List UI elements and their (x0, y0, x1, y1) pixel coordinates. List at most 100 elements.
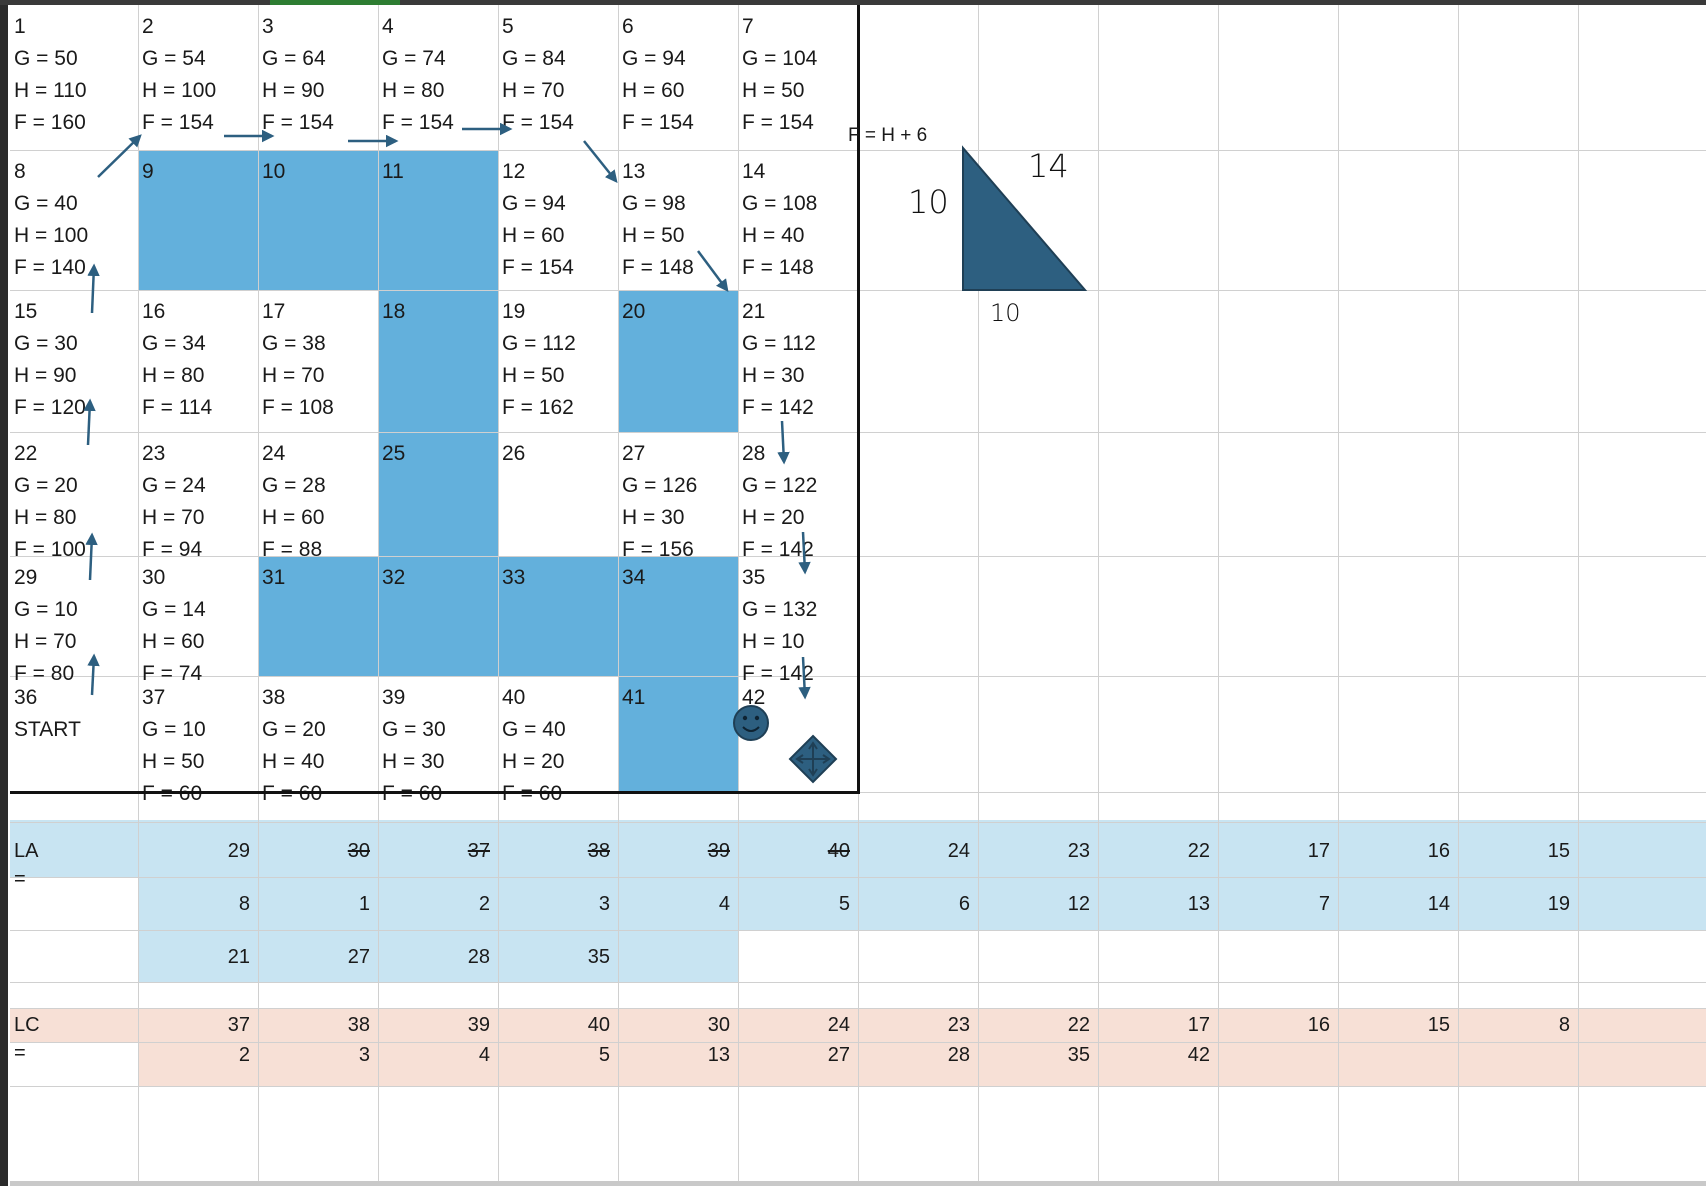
gridline (10, 1086, 1706, 1087)
maze-cell[interactable]: 12 G = 94 H = 60 F = 154 (498, 150, 618, 290)
open-list-entry: 40 (827, 840, 850, 862)
maze-cell[interactable]: 17 G = 38 H = 70 F = 108 (258, 290, 378, 432)
cell-number: 30 (142, 566, 166, 589)
open-list-entry: 24 (947, 840, 970, 862)
cell-number: 5 (502, 15, 514, 38)
maze-cell[interactable]: 8 G = 40 H = 100 F = 140 (10, 150, 138, 290)
cell-number: 36 (14, 686, 38, 709)
maze-cell[interactable]: 32 (378, 556, 498, 676)
maze-cell[interactable]: 14 G = 108 H = 40 F = 148 (738, 150, 858, 290)
maze-cell[interactable]: 37 G = 10 H = 50 F = 60 (138, 676, 258, 805)
wall-cell (378, 290, 498, 432)
cell-value: H = 10 (742, 630, 805, 653)
maze-cell[interactable]: 5 G = 84 H = 70 F = 154 (498, 5, 618, 150)
maze-cell[interactable]: 16 G = 34 H = 80 F = 114 (138, 290, 258, 432)
maze-cell[interactable]: 23 G = 24 H = 70 F = 94 (138, 432, 258, 561)
open-list-band (138, 877, 1706, 930)
maze-cell[interactable]: 10 (258, 150, 378, 290)
cell-number: 23 (142, 442, 166, 465)
cell-value: H = 60 (262, 506, 325, 529)
cell-number: 21 (742, 300, 766, 323)
maze-cell[interactable]: 11 (378, 150, 498, 290)
maze-cell[interactable]: 39 G = 30 H = 30 F = 60 (378, 676, 498, 805)
maze-cell[interactable]: 2 G = 54 H = 100 F = 154 (138, 5, 258, 150)
maze-cell[interactable]: 18 (378, 290, 498, 432)
open-list-entry: 39 (707, 840, 730, 862)
cell-value: G = 24 (142, 474, 206, 497)
cell-value: F = 100 (14, 538, 86, 561)
cell-value: H = 50 (502, 364, 565, 387)
maze-cell[interactable]: 22 G = 20 H = 80 F = 100 (10, 432, 138, 561)
cell-number: 2 (142, 15, 154, 38)
closed-list-entry: 23 (947, 1014, 970, 1036)
cell-value: G = 30 (14, 332, 78, 355)
cell-value: H = 40 (742, 224, 805, 247)
maze-cell[interactable]: 31 (258, 556, 378, 676)
cell-number: 33 (502, 566, 526, 589)
gridline (10, 822, 1706, 823)
maze-cell[interactable]: 34 (618, 556, 738, 676)
cell-value: G = 112 (502, 332, 576, 355)
gridline (10, 1008, 1706, 1009)
wall-cell (378, 556, 498, 676)
cell-value: H = 80 (142, 364, 205, 387)
maze-cell[interactable]: 1 G = 50 H = 110 F = 160 (10, 5, 138, 150)
cell-value: G = 64 (262, 47, 326, 70)
maze-cell[interactable]: 25 (378, 432, 498, 556)
maze-cell[interactable]: 15 G = 30 H = 90 F = 120 (10, 290, 138, 432)
path-arrow (85, 532, 98, 581)
spreadsheet-grid[interactable]: 1 G = 50 H = 110 F = 160 2 G = 54 H = 100 F = 1… (10, 5, 1706, 1181)
maze-cell[interactable]: 29 G = 10 H = 70 F = 80 (10, 556, 138, 685)
maze-cell[interactable]: 7 G = 104 H = 50 F = 154 (738, 5, 858, 150)
maze-cell[interactable]: 4 G = 74 H = 80 F = 154 (378, 5, 498, 150)
cell-number: 20 (622, 300, 646, 323)
maze-cell[interactable]: 38 G = 20 H = 40 F = 60 (258, 676, 378, 805)
maze-cell[interactable]: 30 G = 14 H = 60 F = 74 (138, 556, 258, 685)
cell-value: G = 10 (142, 718, 206, 741)
maze-cell[interactable]: 28 G = 122 H = 20 F = 142 (738, 432, 858, 561)
cell-value: F = 148 (622, 256, 694, 279)
cell-value: F = 154 (502, 111, 574, 134)
cell-value: F = 74 (142, 662, 203, 685)
maze-cell[interactable]: 36 START (10, 676, 138, 792)
cell-value: H = 110 (14, 79, 87, 102)
maze-cell[interactable]: 33 (498, 556, 618, 676)
closed-list-entry: 28 (947, 1044, 970, 1066)
cell-value: F = 154 (142, 111, 214, 134)
open-list-entry: 12 (1067, 893, 1090, 915)
closed-list-label: LC = (14, 1014, 40, 1064)
cell-value: F = 154 (382, 111, 454, 134)
cell-number: 12 (502, 160, 526, 183)
open-list-entry: 38 (587, 840, 610, 862)
maze-cell[interactable]: 26 (498, 432, 618, 556)
cell-number: 40 (502, 686, 526, 709)
cell-value: H = 30 (382, 750, 445, 773)
cell-value: G = 132 (742, 598, 818, 621)
gridline (10, 982, 1706, 983)
maze-cell[interactable]: 42 (738, 676, 858, 792)
maze-cell[interactable]: 41 (618, 676, 738, 792)
open-list-entry: 30 (347, 840, 370, 862)
cell-value: G = 126 (622, 474, 698, 497)
maze-cell[interactable]: 24 G = 28 H = 60 F = 88 (258, 432, 378, 561)
maze-cell[interactable]: 27 G = 126 H = 30 F = 156 (618, 432, 738, 561)
maze-cell[interactable]: 3 G = 64 H = 90 F = 154 (258, 5, 378, 150)
closed-list-entry: 37 (227, 1014, 250, 1036)
horizontal-scrollbar[interactable] (10, 1181, 1706, 1186)
cell-value: H = 50 (142, 750, 205, 773)
closed-list-entry: 38 (347, 1014, 370, 1036)
maze-cell[interactable]: 35 G = 132 H = 10 F = 142 (738, 556, 858, 685)
maze-cell[interactable]: 21 G = 112 H = 30 F = 142 (738, 290, 858, 432)
cell-value: G = 50 (14, 47, 78, 70)
open-list-entry: 7 (1318, 893, 1330, 915)
open-list-label: LA = (14, 840, 38, 890)
maze-cell[interactable]: 9 (138, 150, 258, 290)
cell-value: G = 14 (142, 598, 206, 621)
triangle-shape (962, 145, 1088, 291)
maze-cell[interactable]: 13 G = 98 H = 50 F = 148 (618, 150, 738, 290)
cell-value: H = 70 (262, 364, 325, 387)
maze-cell[interactable]: 20 (618, 290, 738, 432)
gridline (618, 5, 619, 1181)
maze-cell[interactable]: 19 G = 112 H = 50 F = 162 (498, 290, 618, 432)
maze-cell[interactable]: 6 G = 94 H = 60 F = 154 (618, 5, 738, 150)
